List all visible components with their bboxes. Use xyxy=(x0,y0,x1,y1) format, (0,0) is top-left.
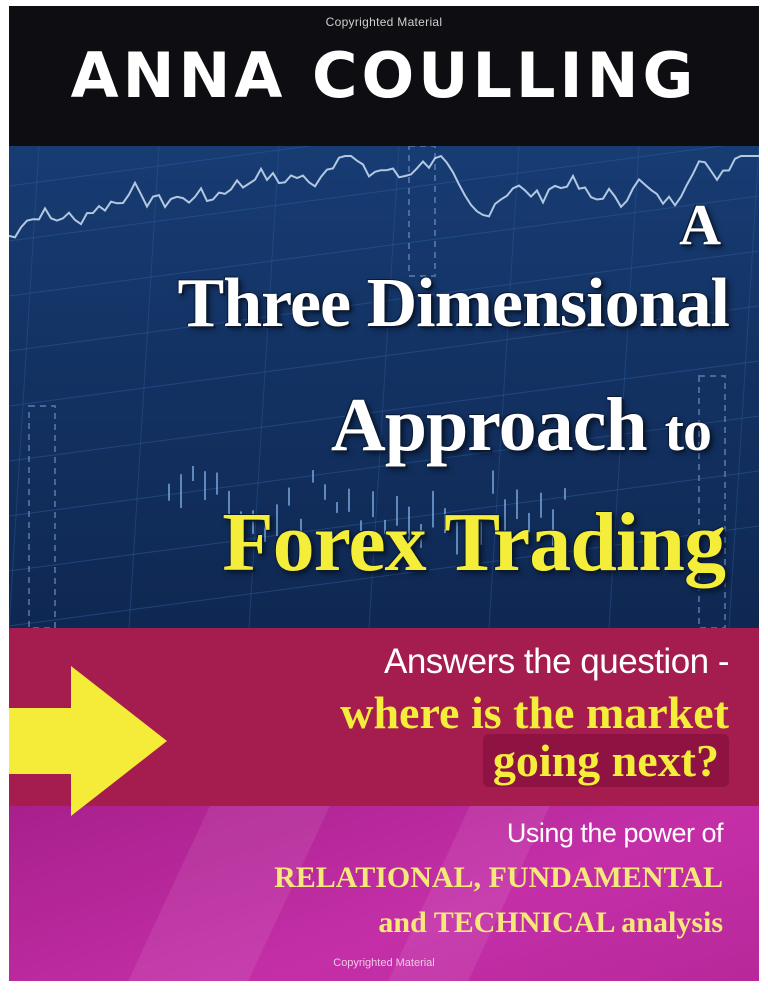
grid-line xyxy=(9,525,759,627)
grid-line xyxy=(9,360,759,462)
tagline-line-3: going next? xyxy=(482,734,729,787)
title-line-2: Three Dimensional xyxy=(177,265,730,342)
grid-line xyxy=(9,146,40,628)
forex-chart-illustration xyxy=(9,146,759,628)
tagline-line-2: where is the market xyxy=(340,687,729,738)
title-line-3: Approach to xyxy=(330,382,712,469)
copyright-notice-top: Copyrighted Material xyxy=(325,15,443,29)
scale-column xyxy=(698,375,726,628)
title-line-4: Forex Trading xyxy=(222,496,726,589)
tagline-line-1: Answers the question - xyxy=(383,642,730,681)
grid-line xyxy=(248,146,280,628)
title-line-3-main: Approach xyxy=(330,383,648,467)
grid-line xyxy=(9,195,759,297)
title-line-1: A xyxy=(679,192,721,257)
author-band: Copyrighted Material ANNA COULLING xyxy=(9,6,759,146)
copyright-notice-bottom: Copyrighted Material xyxy=(333,957,435,969)
grid-line xyxy=(9,146,313,187)
price-line xyxy=(9,154,759,239)
subtitle-band xyxy=(9,806,759,981)
subtitle-line-2: RELATIONAL, FUNDAMENTAL xyxy=(274,861,723,894)
grid-line xyxy=(9,305,759,407)
right-arrow-icon xyxy=(9,666,167,816)
grid-line xyxy=(9,146,726,242)
scale-column xyxy=(408,146,436,277)
subtitle-line-1: Using the power of xyxy=(506,818,724,848)
grid-line xyxy=(9,250,759,352)
author-name: ANNA COULLING xyxy=(70,39,698,112)
chart-background xyxy=(9,146,759,628)
grid-line xyxy=(9,415,759,517)
grid-line xyxy=(608,146,640,628)
grid-line xyxy=(368,146,400,628)
scale-column xyxy=(28,405,56,628)
grid-line xyxy=(728,146,759,628)
subtitle-line-3: and TECHNICAL analysis xyxy=(378,906,723,939)
grid-line xyxy=(488,146,520,628)
book-cover: Copyrighted Material ANNA COULLING A Thr… xyxy=(9,6,759,981)
grid-line xyxy=(128,146,160,628)
title-line-3-small: to xyxy=(664,398,712,463)
